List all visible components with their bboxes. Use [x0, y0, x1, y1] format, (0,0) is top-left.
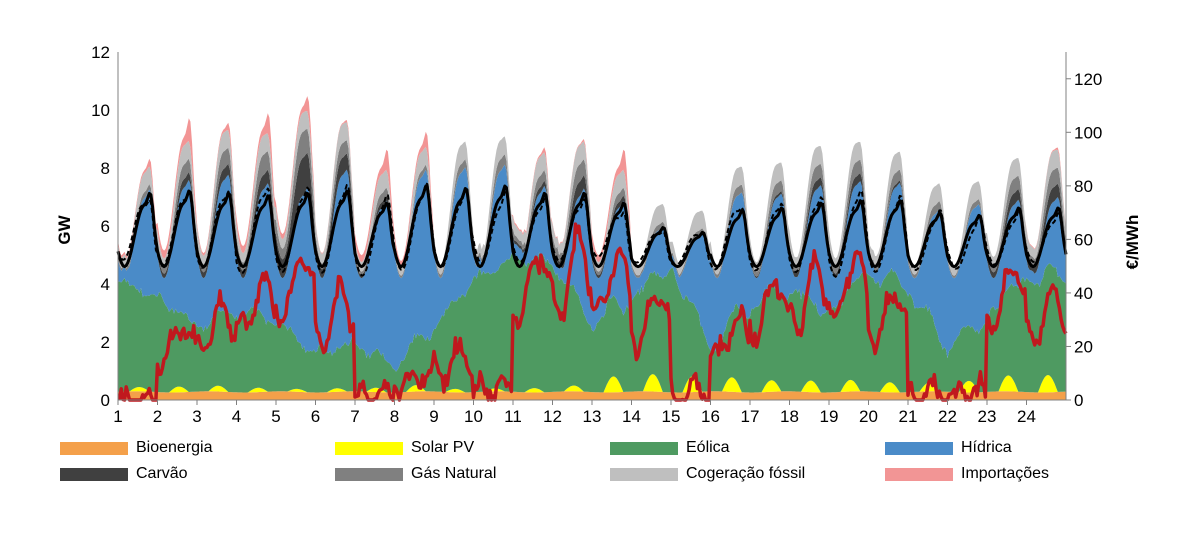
y2-tick-label: 120	[1074, 70, 1102, 89]
legend-item: Bioenergia	[60, 436, 213, 460]
legend-swatch	[610, 441, 678, 455]
legend-swatch	[885, 441, 953, 455]
x-tick-label: 15	[662, 407, 681, 426]
line-solid-black	[116, 184, 1068, 269]
area-solar-pv	[118, 374, 1066, 393]
legend-swatch	[610, 467, 678, 481]
legend-label: Bioenergia	[136, 439, 213, 456]
legend-label: Gás Natural	[411, 465, 497, 482]
x-tick-label: 22	[938, 407, 957, 426]
y2-tick-label: 60	[1074, 230, 1093, 249]
legend-swatch	[60, 467, 128, 481]
y-tick-label: 4	[101, 275, 110, 294]
y-tick-label: 0	[101, 391, 110, 410]
x-tick-label: 2	[153, 407, 162, 426]
legend: Bioenergia Solar PV Eólica Hídrica Carvão Gás…	[60, 436, 1140, 496]
area-cogera-o-f-ssil	[118, 111, 1066, 276]
y2-tick-label: 0	[1074, 391, 1083, 410]
y-tick-label: 2	[101, 333, 110, 352]
x-tick-label: 18	[780, 407, 799, 426]
legend-swatch	[885, 467, 953, 481]
legend-item: Gás Natural	[335, 462, 496, 486]
y2-tick-label: 100	[1074, 123, 1102, 142]
x-tick-label: 6	[311, 407, 320, 426]
legend-swatch	[335, 441, 403, 455]
x-tick-label: 23	[978, 407, 997, 426]
x-tick-label: 4	[232, 407, 241, 426]
legend-item: Cogeração fóssil	[610, 462, 805, 486]
x-tick-label: 3	[192, 407, 201, 426]
legend-item: Hídrica	[885, 436, 1012, 460]
y-tick-label: 10	[91, 101, 110, 120]
x-tick-label: 1	[113, 407, 122, 426]
y2-tick-label: 20	[1074, 337, 1093, 356]
y-tick-label: 8	[101, 159, 110, 178]
x-tick-label: 10	[464, 407, 483, 426]
legend-label: Eólica	[686, 439, 730, 456]
y2-tick-label: 80	[1074, 177, 1093, 196]
x-tick-label: 12	[543, 407, 562, 426]
legend-item: Importações	[885, 462, 1049, 486]
x-tick-label: 24	[1017, 407, 1036, 426]
area-h-drica	[118, 164, 1066, 372]
x-tick-label: 17	[741, 407, 760, 426]
y-tick-label: 6	[101, 217, 110, 236]
x-tick-label: 8	[390, 407, 399, 426]
x-tick-label: 13	[583, 407, 602, 426]
line-price-red	[117, 222, 1068, 402]
x-tick-label: 21	[899, 407, 918, 426]
line-series	[116, 182, 1068, 402]
x-tick-label: 19	[820, 407, 839, 426]
x-tick-label: 7	[350, 407, 359, 426]
legend-swatch	[335, 467, 403, 481]
x-tick-label: 14	[622, 407, 641, 426]
y-axis-title: GW	[55, 214, 74, 244]
legend-label: Hídrica	[961, 439, 1012, 456]
y-tick-label: 12	[91, 43, 110, 62]
y2-tick-label: 40	[1074, 284, 1093, 303]
legend-swatch	[60, 441, 128, 455]
y2-axis-title: €/MWh	[1123, 215, 1142, 270]
x-tick-label: 20	[859, 407, 878, 426]
legend-item: Solar PV	[335, 436, 474, 460]
legend-label: Cogeração fóssil	[686, 465, 806, 482]
legend-label: Importações	[961, 465, 1050, 482]
x-tick-label: 11	[504, 407, 522, 426]
x-tick-label: 9	[429, 407, 438, 426]
x-tick-label: 5	[271, 407, 280, 426]
legend-item: Carvão	[60, 462, 188, 486]
legend-label: Solar PV	[411, 439, 475, 456]
legend-label: Carvão	[136, 465, 188, 482]
x-tick-label: 16	[701, 407, 720, 426]
legend-item: Eólica	[610, 436, 730, 460]
